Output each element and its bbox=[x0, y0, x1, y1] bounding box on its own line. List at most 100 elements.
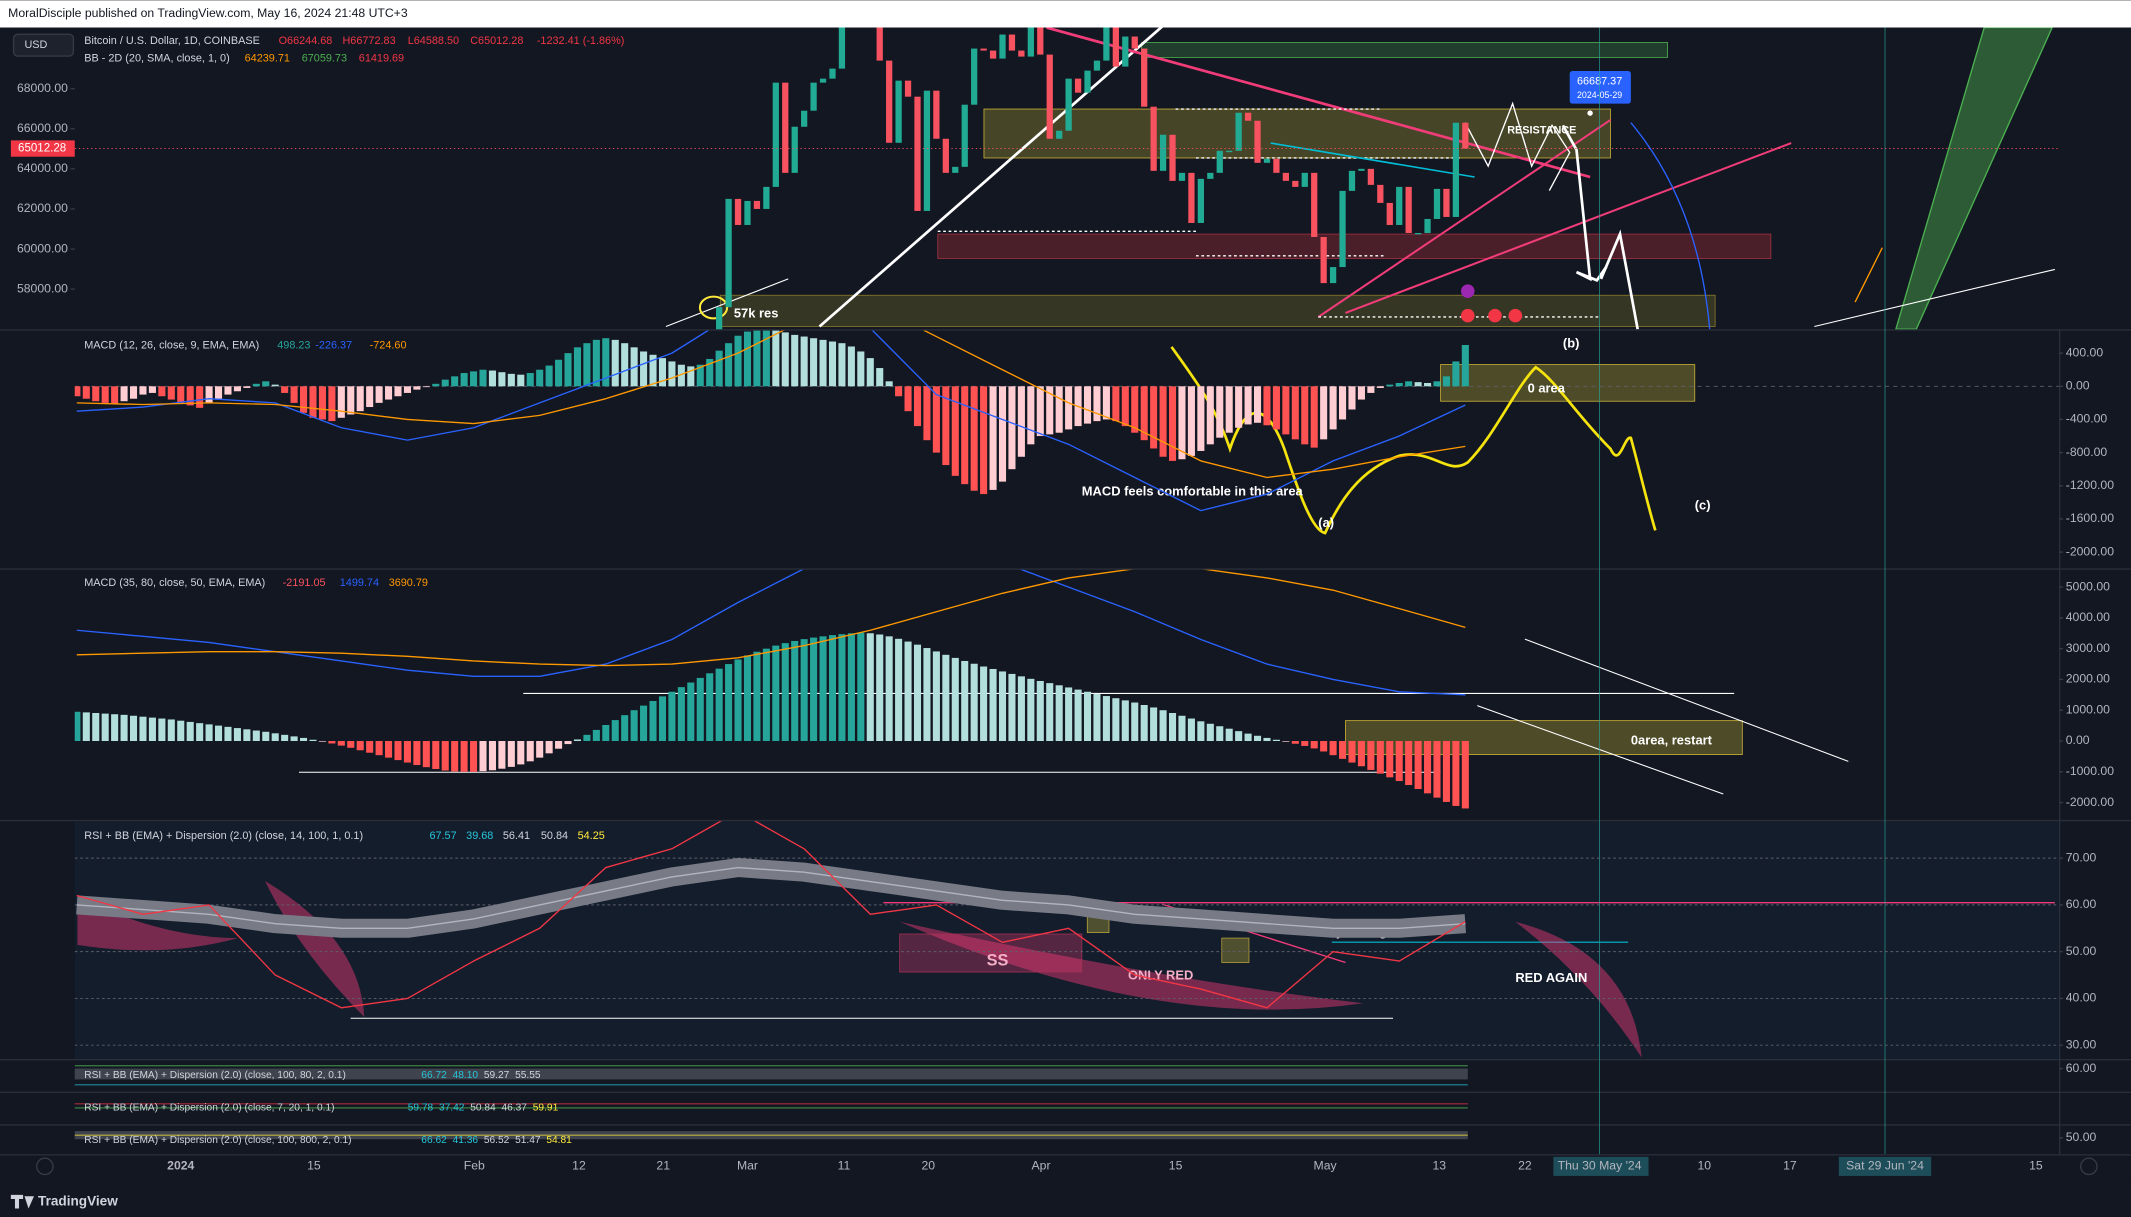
histogram-bar bbox=[252, 383, 260, 387]
histogram-bar bbox=[507, 741, 515, 767]
y-tick-label: 2000.00 bbox=[2066, 672, 2110, 686]
histogram-bar bbox=[1046, 683, 1054, 742]
histogram-bar bbox=[186, 386, 194, 406]
axis-buttons bbox=[36, 1157, 2098, 1176]
y-tick-label: 30.00 bbox=[2066, 1037, 2097, 1051]
histogram-bar bbox=[696, 677, 704, 742]
histogram-bar bbox=[1452, 741, 1460, 806]
histogram-bar bbox=[1131, 386, 1139, 433]
candle bbox=[1396, 186, 1403, 225]
histogram-bar bbox=[1414, 382, 1422, 387]
histogram-bar bbox=[573, 739, 581, 742]
histogram-bar bbox=[828, 635, 837, 742]
rsi-legend: 67.57 bbox=[429, 830, 456, 842]
candle bbox=[1462, 122, 1469, 149]
histogram-bar bbox=[318, 741, 326, 742]
histogram-bar bbox=[838, 634, 846, 742]
x-tick-label: 15 bbox=[2029, 1159, 2043, 1173]
mini-legend: 66.72 bbox=[421, 1070, 447, 1081]
histogram-bar bbox=[441, 741, 449, 771]
histogram-bar bbox=[413, 386, 421, 390]
candle bbox=[1131, 36, 1138, 49]
rsi-legend: 54.25 bbox=[578, 830, 605, 842]
candle bbox=[971, 48, 978, 105]
y-tick-label: -2000.00 bbox=[2066, 544, 2114, 558]
zoom-button[interactable] bbox=[36, 1157, 54, 1176]
x-tick-label: 15 bbox=[307, 1159, 321, 1173]
mini-title: RSI + BB (EMA) + Dispersion (2.0) (close… bbox=[84, 1103, 334, 1114]
histogram-bar bbox=[347, 386, 355, 415]
candle bbox=[1358, 168, 1365, 171]
histogram-bar bbox=[347, 741, 355, 748]
candle bbox=[763, 186, 770, 209]
histogram-bar bbox=[413, 741, 421, 766]
candle bbox=[989, 50, 997, 59]
histogram-bar bbox=[913, 644, 922, 742]
histogram-bar bbox=[1140, 704, 1148, 742]
histogram-bar bbox=[1131, 702, 1139, 742]
histogram-bar bbox=[479, 741, 487, 772]
macd-title: MACD (12, 26, close, 9, EMA, EMA) bbox=[84, 339, 259, 351]
y-tick-label: -1000.00 bbox=[2066, 764, 2114, 778]
histogram-bar bbox=[498, 741, 506, 769]
currency[interactable]: USD bbox=[24, 39, 47, 51]
mini-legend: 37.42 bbox=[439, 1103, 465, 1114]
x-tick-label: 15 bbox=[1169, 1159, 1183, 1173]
y-tick-label: -400.00 bbox=[2066, 412, 2108, 426]
candle bbox=[1377, 184, 1384, 203]
histogram-bar bbox=[904, 641, 912, 742]
histogram-bar bbox=[1083, 691, 1092, 742]
histogram-bar bbox=[441, 379, 449, 387]
histogram-bar bbox=[186, 721, 194, 742]
y-tick-label: -800.00 bbox=[2066, 445, 2108, 459]
histogram-bar bbox=[951, 657, 959, 742]
histogram-bar bbox=[753, 330, 761, 387]
histogram-bar bbox=[1272, 739, 1280, 742]
histogram-bar bbox=[1055, 685, 1063, 742]
histogram-bar bbox=[224, 726, 232, 742]
histogram-bar bbox=[857, 632, 865, 742]
histogram-bar bbox=[290, 736, 298, 742]
histogram-bar bbox=[74, 386, 81, 397]
settings-button[interactable] bbox=[2080, 1157, 2098, 1176]
histogram-bar bbox=[555, 741, 563, 749]
histogram-bar bbox=[1178, 715, 1186, 742]
candle bbox=[744, 200, 751, 225]
mini-legend: 55.55 bbox=[515, 1070, 541, 1081]
histogram-bar bbox=[300, 737, 308, 742]
histogram-bar bbox=[328, 741, 336, 744]
y-tick-label: 62000.00 bbox=[17, 201, 68, 215]
histogram-bar bbox=[1357, 386, 1365, 400]
histogram-bar bbox=[810, 338, 818, 387]
histogram-bar bbox=[942, 654, 950, 742]
bb-title: BB - 2D (20, SMA, close, 1, 0) bbox=[84, 53, 229, 65]
histogram-bar bbox=[196, 723, 204, 742]
histogram-bar bbox=[998, 671, 1007, 742]
histogram-bar bbox=[668, 361, 676, 387]
histogram-bar bbox=[451, 741, 459, 772]
histogram-bar bbox=[611, 339, 619, 387]
candle bbox=[1235, 112, 1242, 151]
macd-legend: 498.23 bbox=[277, 339, 310, 351]
histogram-bar bbox=[847, 346, 855, 387]
histogram-bar bbox=[1301, 741, 1309, 746]
rsi-legend: 56.41 bbox=[503, 830, 530, 842]
currency-button[interactable] bbox=[12, 33, 75, 57]
candle bbox=[725, 198, 732, 308]
candle bbox=[1320, 237, 1327, 284]
candle bbox=[1292, 180, 1299, 187]
candle bbox=[923, 90, 931, 211]
histogram-bar bbox=[640, 351, 648, 387]
histogram-bar bbox=[1235, 731, 1243, 742]
candle bbox=[933, 90, 940, 139]
histogram-bar bbox=[573, 347, 581, 387]
histogram-bar bbox=[1376, 386, 1384, 388]
annotation: 0area, restart bbox=[1631, 732, 1713, 747]
histogram-bar bbox=[895, 638, 903, 742]
mini-legend: 48.10 bbox=[453, 1070, 479, 1081]
histogram-bar bbox=[101, 713, 109, 742]
candle bbox=[1037, 27, 1044, 55]
histogram-bar bbox=[1121, 700, 1129, 742]
histogram-bar bbox=[394, 741, 402, 761]
